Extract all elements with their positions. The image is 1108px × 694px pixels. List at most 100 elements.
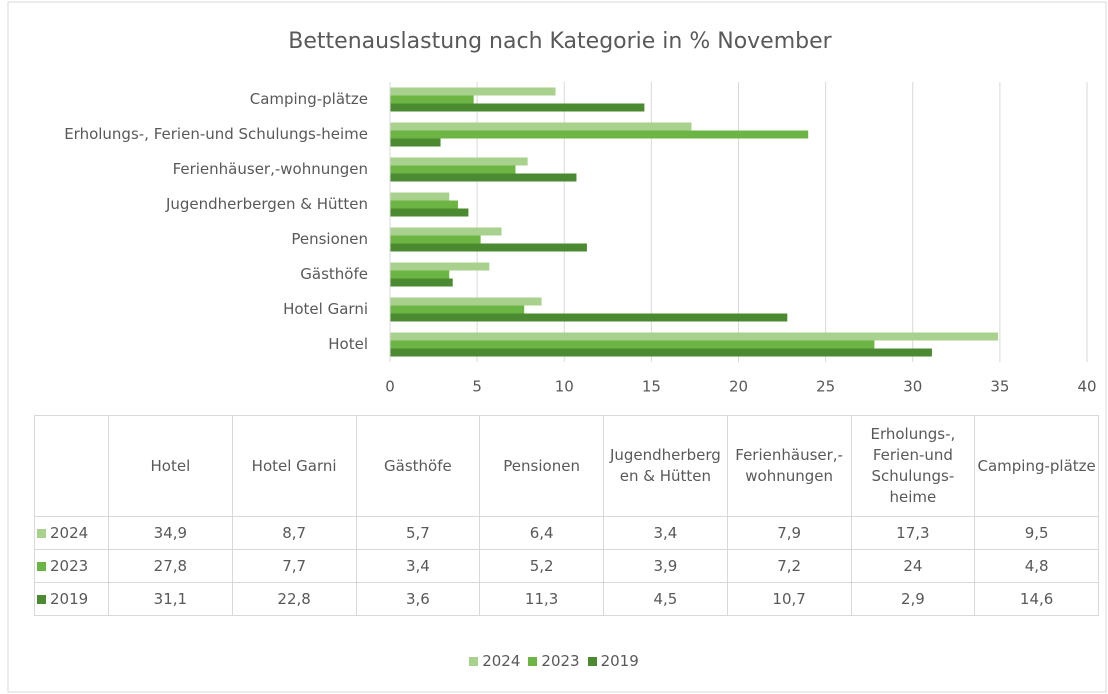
data-table: Hotel Hotel Garni Gästhöfe Pensionen Jugendh… bbox=[34, 415, 1099, 616]
table-cell: 8,7 bbox=[231, 516, 357, 550]
legend-key bbox=[469, 657, 479, 666]
table-row: 2024 34,9 8,7 5,7 6,4 3,4 7,9 17,3 9,5 bbox=[34, 516, 1099, 550]
table-row: 2023 27,8 7,7 3,4 5,2 3,9 7,2 24 4,8 bbox=[34, 549, 1099, 583]
chart-title: Bettenauslastung nach Kategorie in % Nov… bbox=[288, 29, 832, 54]
table-cell: 11,3 bbox=[479, 582, 604, 616]
bar bbox=[390, 278, 453, 287]
bar bbox=[390, 297, 542, 306]
bar bbox=[390, 262, 490, 271]
table-header-cell: Hotel Garni bbox=[231, 415, 357, 517]
table-row: 2019 31,1 22,8 3,6 11,3 4,5 10,7 2,9 14,6 bbox=[34, 582, 1099, 616]
y-tick-label: Erholungs-, Ferien-und Schulungs-heime bbox=[64, 125, 368, 143]
legend-label: 2023 bbox=[541, 652, 580, 670]
y-tick-label: Hotel Garni bbox=[283, 300, 368, 318]
bar bbox=[390, 138, 441, 147]
bar bbox=[390, 157, 528, 166]
x-tick-label: 40 bbox=[1077, 378, 1096, 396]
table-cell: 14,6 bbox=[974, 582, 1099, 616]
y-tick-label: Hotel bbox=[328, 335, 368, 353]
series-name: 2019 bbox=[50, 589, 89, 608]
bar bbox=[390, 165, 516, 174]
table-cell: 6,4 bbox=[479, 516, 604, 550]
legend-key bbox=[37, 528, 46, 538]
table-header-cell: Ferienhäuser,-wohnungen bbox=[726, 415, 852, 517]
x-tick-label: 15 bbox=[642, 378, 661, 396]
x-tick-label: 10 bbox=[555, 378, 574, 396]
table-cell: 34,9 bbox=[108, 516, 233, 550]
bar bbox=[390, 243, 587, 252]
bar bbox=[390, 208, 469, 217]
bar bbox=[390, 235, 481, 244]
table-cell: 3,4 bbox=[355, 549, 481, 583]
table-cell: 2,9 bbox=[850, 582, 976, 616]
bar bbox=[390, 192, 450, 201]
legend-item: 2024 bbox=[469, 652, 520, 670]
legend-key bbox=[37, 594, 46, 604]
table-row-header: 2024 bbox=[34, 516, 109, 550]
bar bbox=[390, 87, 556, 96]
table-header-cell: Erholungs-, Ferien-und Schulungs-heime bbox=[850, 415, 976, 517]
table-cell: 4,5 bbox=[603, 582, 728, 616]
table-cell: 4,8 bbox=[974, 549, 1099, 583]
bar bbox=[390, 122, 692, 131]
y-tick-label: Pensionen bbox=[291, 230, 368, 248]
table-cell: 3,9 bbox=[603, 549, 728, 583]
bar bbox=[390, 348, 932, 357]
legend-key bbox=[587, 657, 597, 666]
legend-label: 2024 bbox=[482, 652, 521, 670]
table-cell: 10,7 bbox=[726, 582, 852, 616]
legend-key bbox=[37, 561, 46, 571]
bar bbox=[390, 270, 450, 279]
table-row-header: 2023 bbox=[34, 549, 109, 583]
bar bbox=[390, 313, 788, 322]
legend: 2024 2023 2019 bbox=[0, 652, 1108, 670]
legend-item: 2023 bbox=[528, 652, 580, 670]
x-tick-label: 0 bbox=[385, 378, 395, 396]
bar bbox=[390, 332, 999, 341]
table-header-cell: Jugendherbergen & Hütten bbox=[603, 415, 728, 517]
table-cell: 3,4 bbox=[603, 516, 728, 550]
table-cell: 9,5 bbox=[974, 516, 1099, 550]
y-tick-label: Gästhöfe bbox=[300, 265, 368, 283]
legend-item: 2019 bbox=[587, 652, 639, 670]
y-tick-label: Camping-plätze bbox=[250, 90, 368, 108]
table-cell: 17,3 bbox=[850, 516, 976, 550]
bar bbox=[390, 103, 645, 112]
table-cell: 27,8 bbox=[108, 549, 233, 583]
table-corner bbox=[34, 415, 109, 517]
bar bbox=[390, 227, 502, 236]
bar bbox=[390, 95, 474, 104]
bar bbox=[390, 173, 577, 182]
y-tick-label: Jugendherbergen & Hütten bbox=[165, 195, 368, 213]
legend-label: 2019 bbox=[600, 652, 639, 670]
x-tick-label: 30 bbox=[903, 378, 922, 396]
bar bbox=[390, 130, 809, 139]
x-tick-label: 20 bbox=[729, 378, 748, 396]
table-cell: 22,8 bbox=[231, 582, 357, 616]
table-header-cell: Hotel bbox=[108, 415, 233, 517]
table-cell: 7,2 bbox=[726, 549, 852, 583]
table-header-cell: Pensionen bbox=[479, 415, 604, 517]
table-cell: 3,6 bbox=[355, 582, 481, 616]
table-row-header: 2019 bbox=[34, 582, 109, 616]
series-name: 2023 bbox=[50, 556, 89, 575]
bar bbox=[390, 340, 875, 349]
bar bbox=[390, 305, 525, 314]
x-tick-label: 35 bbox=[990, 378, 1009, 396]
table-header: Hotel Hotel Garni Gästhöfe Pensionen Jugendh… bbox=[34, 415, 1099, 517]
series-name: 2024 bbox=[50, 523, 89, 542]
x-tick-label: 25 bbox=[816, 378, 835, 396]
table-cell: 5,7 bbox=[355, 516, 481, 550]
x-tick-label: 5 bbox=[472, 378, 482, 396]
table-header-cell: Camping-plätze bbox=[974, 415, 1099, 517]
y-tick-label: Ferienhäuser,-wohnungen bbox=[173, 160, 368, 178]
table-cell: 31,1 bbox=[108, 582, 233, 616]
table-cell: 7,7 bbox=[231, 549, 357, 583]
legend-key bbox=[528, 657, 538, 666]
table-cell: 5,2 bbox=[479, 549, 604, 583]
table-cell: 24 bbox=[850, 549, 976, 583]
table-header-cell: Gästhöfe bbox=[355, 415, 481, 517]
bar bbox=[390, 200, 458, 209]
table-cell: 7,9 bbox=[726, 516, 852, 550]
